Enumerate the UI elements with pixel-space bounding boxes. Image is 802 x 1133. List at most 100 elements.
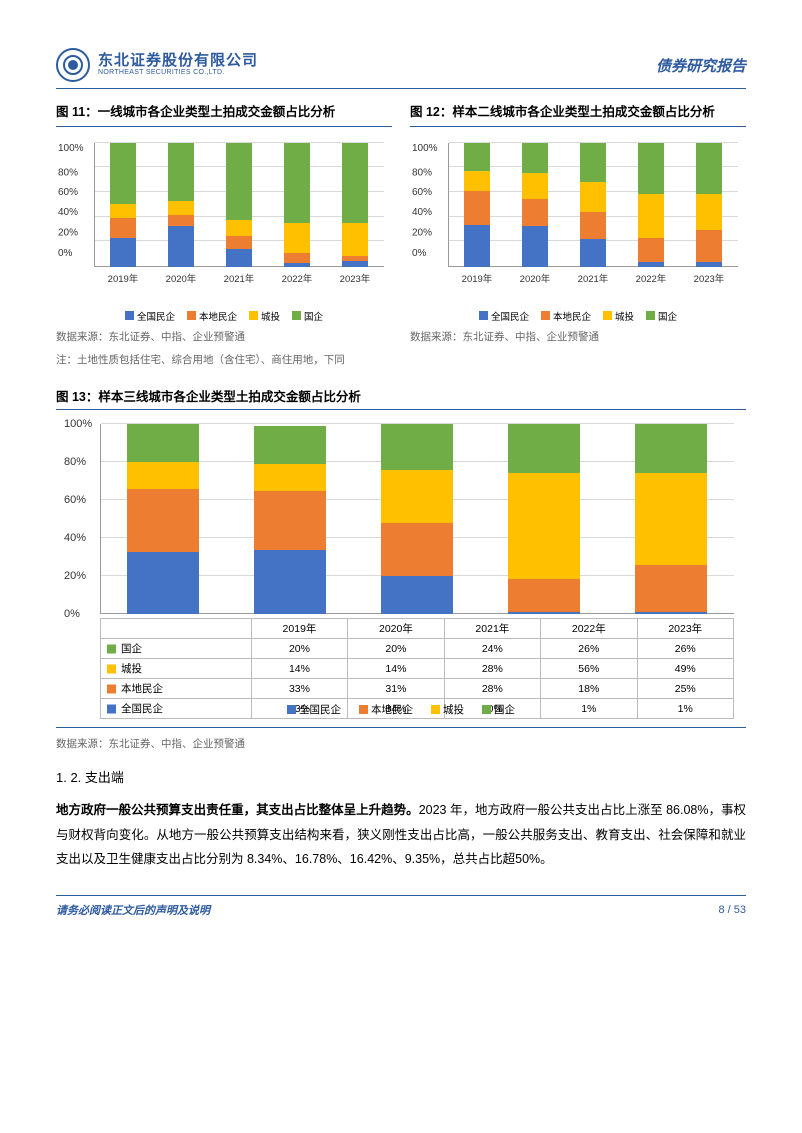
- legend-item: 国企: [482, 702, 515, 717]
- table-cell: 49%: [637, 659, 733, 679]
- x-axis-label: 2022年: [636, 271, 667, 285]
- bar-segment: [635, 424, 707, 473]
- stacked-bar: [127, 424, 199, 614]
- table-header-cell: 2019年: [251, 619, 347, 639]
- company-logo-icon: [56, 48, 90, 82]
- bar-segment: [381, 523, 453, 576]
- table-cell: 33%: [251, 679, 347, 699]
- y-axis-tick: 60%: [412, 187, 432, 197]
- legend-item: 全国民企: [479, 309, 529, 323]
- y-axis-tick: 100%: [64, 418, 92, 430]
- figure-11-note: 注：土地性质包括住宅、综合用地（含住宅）、商住用地，下同: [56, 352, 392, 369]
- stacked-bar: [696, 143, 722, 267]
- legend-swatch: [482, 705, 491, 714]
- table-header-cell: 2022年: [541, 619, 637, 639]
- x-axis-label: 2020年: [520, 271, 551, 285]
- table-cell: 18%: [541, 679, 637, 699]
- bar-segment: [638, 194, 664, 239]
- bar-segment: [580, 182, 606, 212]
- bar-segment: [696, 230, 722, 262]
- stacked-bar: [381, 424, 453, 614]
- x-axis-label: 2023年: [340, 271, 371, 285]
- bar-segment: [127, 462, 199, 489]
- stacked-bar: [168, 143, 194, 267]
- stacked-bar: [342, 143, 368, 267]
- y-axis-tick: 60%: [58, 187, 78, 197]
- legend-label: 国企: [658, 309, 677, 323]
- legend-label: 国企: [304, 309, 323, 323]
- legend-label: 全国民企: [299, 702, 341, 717]
- bar-segment: [110, 218, 136, 238]
- legend-swatch: [187, 311, 196, 320]
- bar-segment: [342, 223, 368, 255]
- legend-label: 全国民企: [137, 309, 175, 323]
- table-cell: 28%: [444, 679, 540, 699]
- footer-page-number: 8 / 53: [718, 904, 746, 916]
- bar-segment: [696, 194, 722, 230]
- bar-segment: [342, 261, 368, 267]
- stacked-bar: [508, 424, 580, 614]
- stacked-bar: [580, 143, 606, 267]
- chart-13: 0%20%40%60%80%100%2019年2020年2021年2022年20…: [56, 418, 746, 728]
- y-axis-tick: 0%: [64, 608, 80, 620]
- bar-segment: [284, 263, 310, 267]
- header-report-type: 债券研究报告: [656, 55, 746, 76]
- bar-segment: [110, 143, 136, 204]
- bar-segment: [381, 424, 453, 470]
- figure-11: 图 11：一线城市各企业类型土拍成交金额占比分析 0%20%40%60%80%1…: [56, 103, 392, 368]
- y-axis-tick: 40%: [64, 532, 86, 544]
- bar-segment: [110, 238, 136, 267]
- legend-label: 本地民企: [199, 309, 237, 323]
- figure-12: 图 12：样本二线城市各企业类型土拍成交金额占比分析 0%20%40%60%80…: [410, 103, 746, 368]
- table-swatch: [107, 664, 116, 673]
- legend-swatch: [541, 311, 550, 320]
- stacked-bar: [226, 143, 252, 267]
- legend-item: 国企: [646, 309, 677, 323]
- figure-13-source: 数据来源：东北证券、中指、企业预警通: [56, 736, 746, 753]
- table-cell: 28%: [444, 659, 540, 679]
- bar-segment: [284, 143, 310, 224]
- table-cell: 56%: [541, 659, 637, 679]
- table-swatch: [107, 684, 116, 693]
- table-row: 城投14%14%28%56%49%: [101, 659, 734, 679]
- legend-swatch: [603, 311, 612, 320]
- legend-item: 本地民企: [359, 702, 413, 717]
- bar-segment: [168, 201, 194, 215]
- table-header-cell: 2023年: [637, 619, 733, 639]
- legend-item: 全国民企: [287, 702, 341, 717]
- bar-segment: [522, 143, 548, 173]
- y-axis-tick: 80%: [412, 167, 432, 168]
- bar-segment: [696, 143, 722, 194]
- legend-item: 城投: [431, 702, 464, 717]
- stacked-bar: [635, 424, 707, 614]
- chart-11: 0%20%40%60%80%100%2019年2020年2021年2022年20…: [56, 135, 392, 305]
- table-row-label: 城投: [121, 663, 142, 675]
- table-header-cell: 2021年: [444, 619, 540, 639]
- legend-swatch: [249, 311, 258, 320]
- bar-segment: [342, 143, 368, 224]
- table-row-label: 本地民企: [121, 683, 163, 695]
- bar-segment: [168, 226, 194, 267]
- table-cell: 14%: [348, 659, 444, 679]
- bar-segment: [127, 489, 199, 552]
- bar-segment: [168, 215, 194, 226]
- legend-label: 城投: [261, 309, 280, 323]
- bar-segment: [464, 143, 490, 172]
- bar-segment: [635, 473, 707, 565]
- legend-swatch: [431, 705, 440, 714]
- legend-item: 城投: [249, 309, 280, 323]
- x-axis-label: 2019年: [462, 271, 493, 285]
- legend-swatch: [125, 311, 134, 320]
- bar-segment: [284, 253, 310, 263]
- table-cell: 26%: [541, 639, 637, 659]
- bar-segment: [226, 220, 252, 236]
- chart-11-legend: 全国民企 本地民企 城投 国企: [56, 309, 392, 323]
- table-cell: 31%: [348, 679, 444, 699]
- bar-segment: [254, 464, 326, 491]
- y-axis-tick: 40%: [412, 207, 432, 227]
- bar-segment: [635, 565, 707, 612]
- logo-block: 东北证券股份有限公司 NORTHEAST SECURITIES CO.,LTD.: [56, 48, 258, 82]
- figure-12-source: 数据来源：东北证券、中指、企业预警通: [410, 329, 746, 346]
- table-cell: 14%: [251, 659, 347, 679]
- bar-segment: [580, 143, 606, 183]
